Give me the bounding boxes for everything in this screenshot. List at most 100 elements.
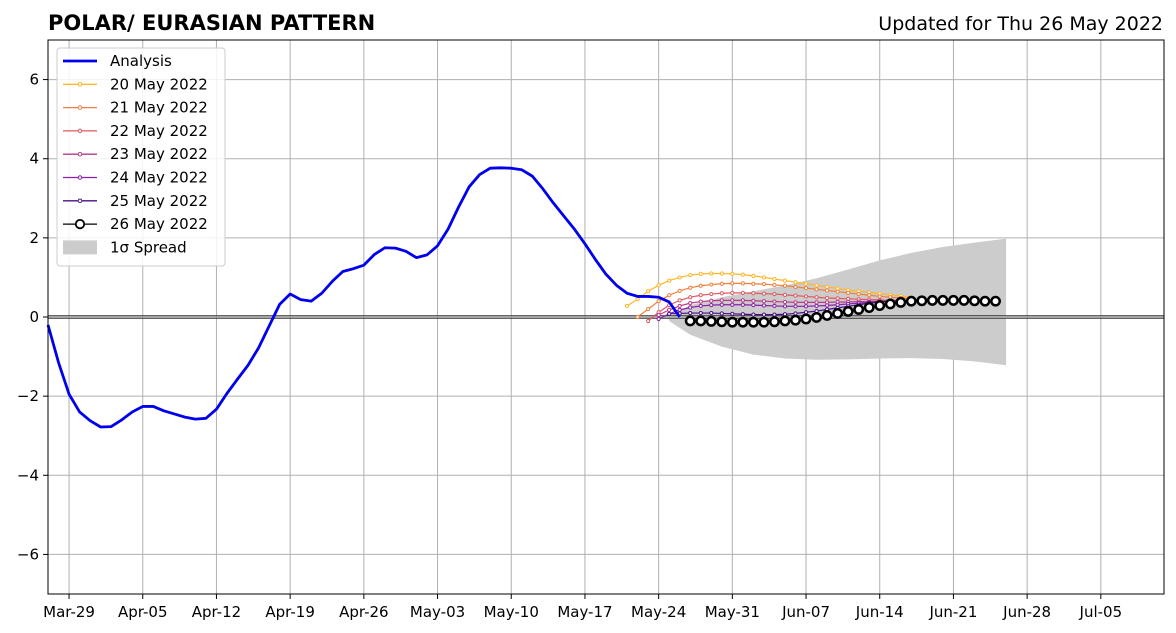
forecast-point (740, 290, 745, 295)
forecast-point (937, 294, 949, 306)
forecast-point (656, 316, 661, 322)
forecast-point (947, 294, 959, 306)
forecast-point (926, 294, 938, 306)
forecast-point (688, 272, 693, 278)
forecast-point (740, 312, 745, 317)
forecast-point (726, 316, 738, 328)
forecast-point (737, 316, 749, 328)
forecast-point (824, 303, 830, 308)
legend-label: 22 May 2022 (110, 122, 208, 140)
forecast-point (814, 283, 819, 288)
forecast-point (772, 303, 777, 309)
forecast-point (772, 312, 777, 317)
forecast-point (772, 282, 777, 288)
forecast-point (624, 303, 630, 309)
forecast-series (635, 281, 914, 320)
forecast-point (793, 311, 798, 316)
forecast-point (803, 300, 809, 305)
legend-swatch-marker (74, 219, 86, 230)
forecast-point (751, 281, 756, 286)
y-tick-label: 0 (29, 308, 39, 326)
forecast-point (814, 300, 819, 305)
forecast-point (782, 304, 788, 309)
forecast-point (688, 295, 693, 300)
forecast-point (646, 306, 651, 312)
forecast-point (835, 289, 840, 294)
forecast-point (709, 310, 714, 316)
legend-label: 21 May 2022 (110, 99, 208, 117)
x-tick-label: Jun-28 (1002, 603, 1051, 621)
forecast-point (793, 304, 798, 309)
forecast-point (688, 305, 693, 310)
series-layer (46, 166, 1001, 429)
zero-line (48, 315, 1164, 319)
x-tick-label: Jun-14 (855, 603, 904, 621)
forecast-point (793, 284, 798, 290)
forecast-point (803, 286, 809, 291)
forecast-point (667, 311, 672, 316)
forecast-point (905, 295, 917, 307)
forecast-point (730, 281, 735, 286)
forecast-point (709, 282, 714, 287)
forecast-point (958, 294, 970, 306)
axes: Mar-29 Apr-05 Apr-12 Apr-19 Apr-26 May-03 May-… (17, 39, 1165, 621)
forecast-point (761, 299, 767, 304)
forecast-point (772, 276, 777, 282)
legend-label: 1σ Spread (110, 238, 187, 256)
forecast-point (740, 281, 745, 286)
forecast-point (821, 309, 833, 321)
legend-swatch-marker (77, 82, 83, 87)
forecast-point (656, 283, 661, 288)
legend-swatch-marker (77, 198, 83, 204)
forecast-point (751, 303, 756, 308)
forecast-point (719, 291, 724, 296)
x-tick-label: May-10 (484, 603, 539, 621)
forecast-point (740, 298, 745, 303)
forecast-point (677, 288, 682, 293)
forecast-point (677, 307, 682, 312)
analysis-line (46, 166, 681, 429)
forecast-point (709, 298, 714, 303)
legend-label: 26 May 2022 (110, 215, 208, 233)
forecast-point (761, 291, 767, 296)
legend-swatch-marker (77, 105, 83, 110)
forecast-point (782, 299, 788, 305)
forecast-point (824, 295, 830, 301)
forecast-point (695, 315, 707, 327)
forecast-point (667, 293, 672, 298)
forecast-point (800, 313, 812, 325)
forecast-point (751, 291, 756, 296)
forecast-point (667, 278, 672, 283)
forecast-point (856, 291, 861, 297)
forecast-point (677, 275, 682, 280)
forecast-point (916, 295, 928, 307)
forecast-point (688, 285, 693, 290)
forecast-point (769, 316, 780, 328)
forecast-point (874, 300, 886, 311)
legend-label: 24 May 2022 (110, 169, 208, 187)
x-tick-label: Jul-05 (1079, 603, 1123, 621)
forecast-point (635, 314, 640, 320)
forecast-point (716, 316, 728, 328)
forecast-point (803, 304, 809, 309)
forecast-point (688, 310, 693, 316)
forecast-point (793, 293, 798, 298)
forecast-point (782, 283, 788, 288)
legend-swatch-marker (77, 175, 83, 180)
forecast-point (811, 311, 823, 323)
forecast-point (782, 312, 788, 317)
forecast-point (719, 311, 724, 316)
forecast-point (646, 318, 651, 324)
forecast-point (709, 303, 714, 308)
forecast-point (790, 314, 801, 326)
chart-title: POLAR/ EURASIAN PATTERN (48, 11, 375, 35)
forecast-point (705, 315, 717, 327)
forecast-point (698, 303, 703, 309)
forecast-point (867, 293, 872, 298)
x-tick-label: May-24 (631, 603, 686, 621)
forecast-point (863, 302, 875, 313)
forecast-point (698, 299, 703, 304)
forecast-point (761, 312, 767, 317)
forecast-point (688, 301, 693, 306)
forecast-point (719, 281, 724, 286)
